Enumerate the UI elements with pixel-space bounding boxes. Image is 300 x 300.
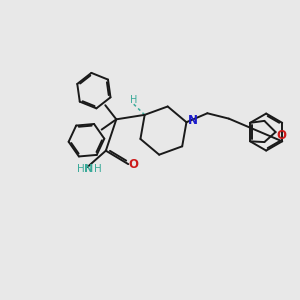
Text: H: H bbox=[94, 164, 102, 175]
Text: O: O bbox=[129, 158, 139, 171]
Text: N: N bbox=[84, 164, 94, 175]
Text: H: H bbox=[130, 95, 137, 105]
Text: H: H bbox=[77, 164, 85, 175]
Text: N: N bbox=[188, 114, 198, 127]
Text: O: O bbox=[277, 129, 286, 142]
